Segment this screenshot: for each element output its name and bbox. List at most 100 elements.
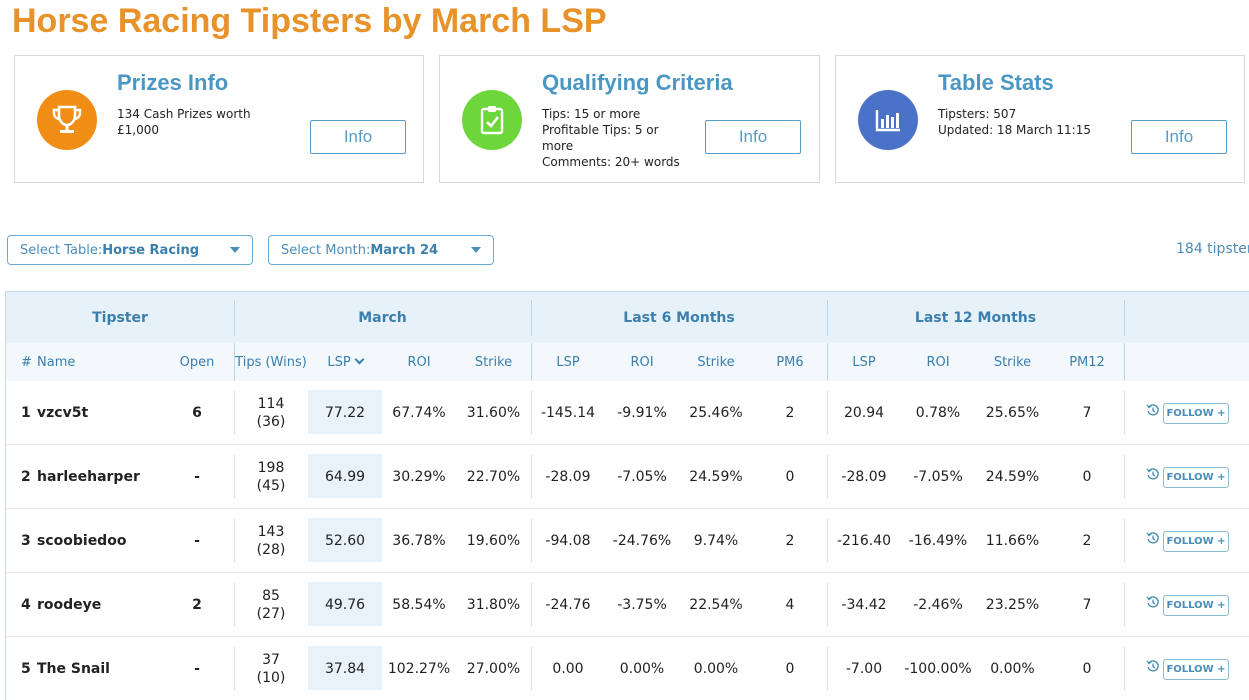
- column-divider: [827, 519, 828, 563]
- column-divider: [531, 343, 532, 381]
- col-strike12[interactable]: Strike: [993, 354, 1032, 370]
- prizes-info-button[interactable]: Info: [310, 120, 406, 154]
- table-row[interactable]: 2 harleeharper - 198 (45) 64.99 30.29% 22.70% -2…: [6, 445, 1249, 509]
- criteria-line: Comments: 20+ words: [542, 155, 680, 169]
- col-name[interactable]: Name: [37, 354, 76, 370]
- cell-lsp: 52.60: [324, 532, 366, 549]
- column-divider: [234, 343, 235, 381]
- cell-roi: 58.54%: [392, 596, 446, 613]
- column-divider: [827, 391, 828, 435]
- cell-name[interactable]: scoobiedoo: [37, 532, 127, 549]
- table-stats-info-button[interactable]: Info: [1131, 120, 1227, 154]
- cell-lsp6: -94.08: [545, 532, 591, 549]
- qualifying-info-button[interactable]: Info: [705, 120, 801, 154]
- column-divider: [1124, 647, 1125, 691]
- cell-lsp: 64.99: [324, 468, 366, 485]
- column-divider: [234, 300, 235, 336]
- column-divider: [1124, 343, 1125, 381]
- prizes-line: £1,000: [117, 123, 159, 137]
- column-divider: [234, 583, 235, 627]
- cell-tips-wins: 143 (28): [234, 509, 308, 572]
- cell-lsp12: -216.40: [836, 532, 892, 549]
- col-pm6[interactable]: PM6: [776, 354, 804, 370]
- stats-line: Tipsters: 507: [938, 107, 1017, 121]
- cell-lsp: 49.76: [324, 596, 366, 613]
- col-tips-wins[interactable]: Tips (Wins): [235, 354, 307, 370]
- tips-count: 85: [262, 587, 280, 604]
- cell-pm12: 0: [1082, 660, 1092, 677]
- table-row[interactable]: 4 roodeye 2 85 (27) 49.76 58.54% 31.80% -24.76 -3…: [6, 573, 1249, 637]
- tipster-table: Tipster March Last 6 Months Last 12 Mont…: [5, 291, 1249, 700]
- chevron-down-icon: [230, 247, 240, 253]
- history-icon[interactable]: [1146, 467, 1160, 481]
- cell-name[interactable]: vzcv5t: [37, 404, 89, 421]
- cell-rank: 4: [21, 596, 31, 613]
- col-pm12[interactable]: PM12: [1069, 354, 1105, 370]
- col-open[interactable]: Open: [179, 354, 215, 370]
- table-row[interactable]: 1 vzcv5t 6 114 (36) 77.22 67.74% 31.60% -145.14 -…: [6, 381, 1249, 445]
- tips-count: 114: [257, 395, 285, 412]
- follow-button[interactable]: FOLLOW +: [1163, 531, 1229, 552]
- col-roi[interactable]: ROI: [407, 354, 431, 370]
- cell-pm12: 7: [1082, 596, 1092, 613]
- cell-lsp6: -145.14: [540, 404, 596, 421]
- cell-name[interactable]: roodeye: [37, 596, 102, 613]
- select-table-dropdown[interactable]: Select Table: Horse Racing: [7, 235, 253, 265]
- col-lsp-sorted[interactable]: LSP: [308, 343, 382, 381]
- prizes-info-title: Prizes Info: [117, 70, 229, 95]
- cell-pm6: 2: [785, 404, 795, 421]
- history-icon[interactable]: [1146, 595, 1160, 609]
- cell-roi12: -100.00%: [904, 660, 972, 677]
- col-roi6[interactable]: ROI: [630, 354, 654, 370]
- qualifying-criteria-title: Qualifying Criteria: [542, 70, 733, 95]
- tips-count: 37: [262, 651, 280, 668]
- cell-name[interactable]: harleeharper: [37, 468, 140, 485]
- follow-button[interactable]: FOLLOW +: [1163, 659, 1229, 680]
- column-divider: [827, 343, 828, 381]
- cell-lsp6: -28.09: [545, 468, 591, 485]
- group-tipster: Tipster: [92, 309, 148, 326]
- cell-strike12: 0.00%: [990, 660, 1035, 677]
- cell-roi6: 0.00%: [619, 660, 665, 677]
- col-roi12[interactable]: ROI: [926, 354, 950, 370]
- col-rank: #: [21, 354, 32, 370]
- column-divider: [1124, 519, 1125, 563]
- cell-lsp12: 20.94: [843, 404, 885, 421]
- follow-button[interactable]: FOLLOW +: [1163, 595, 1229, 616]
- history-icon[interactable]: [1146, 531, 1160, 545]
- follow-button[interactable]: FOLLOW +: [1163, 403, 1229, 424]
- follow-button[interactable]: FOLLOW +: [1163, 467, 1229, 488]
- cell-strike6: 22.54%: [689, 596, 743, 613]
- cell-pm12: 7: [1082, 404, 1092, 421]
- column-divider: [531, 583, 532, 627]
- wins-count: (28): [256, 541, 286, 558]
- lsp-highlight: [308, 454, 382, 498]
- column-divider: [827, 455, 828, 499]
- history-icon[interactable]: [1146, 403, 1160, 417]
- table-row[interactable]: 5 The Snail - 37 (10) 37.84 102.27% 27.00% 0.00 0…: [6, 637, 1249, 700]
- col-lsp12[interactable]: LSP: [852, 354, 876, 370]
- cell-pm6: 2: [785, 532, 795, 549]
- cell-pm6: 0: [785, 660, 795, 677]
- column-divider: [531, 391, 532, 435]
- table-row[interactable]: 3 scoobiedoo - 143 (28) 52.60 36.78% 19.60% -94.…: [6, 509, 1249, 573]
- select-month-dropdown[interactable]: Select Month: March 24: [268, 235, 494, 265]
- cell-name[interactable]: The Snail: [37, 660, 110, 677]
- column-divider: [1124, 455, 1125, 499]
- cell-rank: 2: [21, 468, 31, 485]
- cell-strike6: 9.74%: [693, 532, 739, 549]
- cell-strike12: 25.65%: [985, 404, 1040, 421]
- prizes-line: 134 Cash Prizes worth: [117, 107, 251, 121]
- cell-strike: 22.70%: [466, 468, 521, 485]
- col-strike6[interactable]: Strike: [697, 354, 735, 370]
- cell-roi6: -7.05%: [617, 468, 667, 485]
- cell-lsp: 77.22: [324, 404, 366, 421]
- column-divider: [234, 519, 235, 563]
- cell-lsp: 37.84: [324, 660, 366, 677]
- col-lsp6[interactable]: LSP: [556, 354, 580, 370]
- cell-open: -: [194, 468, 200, 485]
- table-stats-title: Table Stats: [938, 70, 1054, 95]
- chevron-down-icon: [471, 247, 481, 253]
- history-icon[interactable]: [1146, 659, 1160, 673]
- col-strike[interactable]: Strike: [474, 354, 513, 370]
